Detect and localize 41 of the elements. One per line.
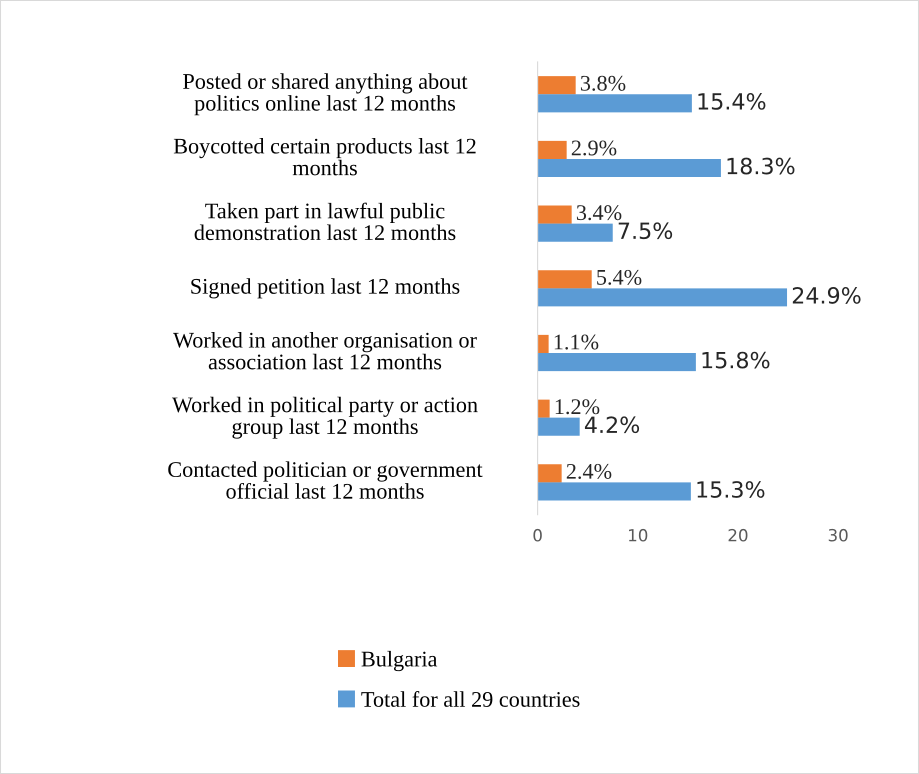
- x-tick-label: 0: [533, 528, 542, 542]
- x-tick-label: 20: [728, 528, 748, 542]
- bar: [538, 418, 580, 436]
- data-label: 1.1%: [554, 334, 598, 350]
- data-label: 15.4%: [698, 92, 766, 110]
- data-label: 7.5%: [618, 222, 672, 240]
- bar: [538, 288, 788, 306]
- y-tick-label: Worked in another organisation or association last 12 months: [173, 332, 477, 370]
- bar: [538, 94, 692, 112]
- y-tick-label: Boycotted certain products last 12 months: [174, 138, 476, 176]
- y-tick-label: Taken part in lawful public demonstration last 12 months: [194, 202, 456, 240]
- bar: [538, 270, 592, 288]
- bar: [538, 140, 567, 159]
- bar: [538, 353, 696, 372]
- legend-label: Total for all 29 countries: [361, 691, 580, 707]
- bar: [538, 206, 572, 224]
- data-label: 15.8%: [702, 352, 770, 369]
- bar: [538, 224, 613, 242]
- data-label: 5.4%: [597, 270, 642, 285]
- data-label: 15.3%: [697, 481, 764, 498]
- x-tick-label: 10: [629, 528, 648, 542]
- data-label: 18.3%: [728, 158, 794, 174]
- bar: [538, 482, 691, 500]
- bar: [538, 464, 562, 482]
- data-label: 1.2%: [556, 399, 600, 414]
- data-label: 4.2%: [584, 416, 640, 434]
- bar: [538, 334, 549, 353]
- data-label: 2.9%: [572, 140, 616, 156]
- data-label: 3.4%: [576, 205, 622, 220]
- data-label: 24.9%: [792, 287, 861, 304]
- bar: [538, 158, 721, 178]
- data-label: 2.4%: [566, 464, 612, 479]
- y-tick-label: Posted or shared anything about politics online last 12 months: [183, 73, 468, 116]
- bar: [538, 400, 550, 418]
- data-label: 3.8%: [580, 76, 626, 91]
- y-tick-label: Worked in political party or action group last 12 months: [172, 396, 478, 439]
- y-tick-label: Signed petition last 12 months: [191, 278, 460, 298]
- legend-label: Bulgaria: [362, 650, 438, 672]
- bar: [538, 76, 576, 94]
- y-tick-label: Contacted politician or government official last 12 months: [168, 461, 483, 499]
- x-tick-label: 30: [828, 528, 848, 542]
